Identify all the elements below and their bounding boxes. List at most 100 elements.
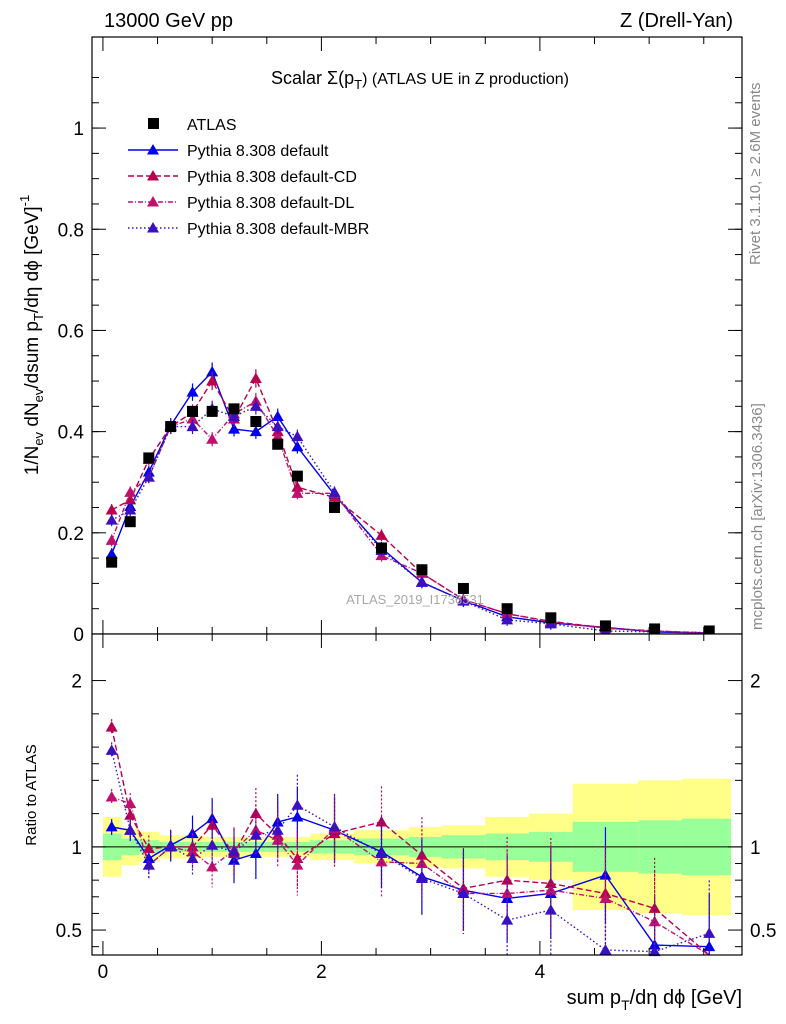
ratio-point-cd [544,877,557,888]
ratio-point-dl [124,797,137,809]
data-point-atlas [416,564,428,576]
mcplots-reference-label: mcplots.cern.ch [arXiv:1306.3436] [749,403,766,630]
data-point-mbr [124,504,137,515]
ratio-y-axis: 0.5 0.5 1 1 2 2 [56,672,776,948]
data-point-atlas [375,542,387,554]
ratio-point-mbr [142,859,155,870]
ratio-point-cd [105,721,118,732]
data-point-dl [291,487,304,498]
main-y-axis: 0 0.2 0.4 0.6 0.8 1 [58,37,742,646]
x-tick-label: 4 [535,962,546,983]
ratio-y-tick-label-right: 2 [750,672,761,693]
legend-label-cd: Pythia 8.308 default-CD [187,169,357,186]
ratio-y-axis-label: Ratio to ATLAS [23,744,40,845]
ratio-point-dl [599,892,612,903]
data-point-dl [186,412,199,424]
data-point-cd [206,375,219,386]
ratio-y-tick-label-right: 0.5 [750,921,776,942]
data-point-mbr [291,430,304,442]
ratio-plot-panel: 0.5 0.5 1 1 2 2 0 2 4 Ratio to ATLAS sum pT/dη … [23,633,776,1013]
data-point-mbr [228,410,241,421]
legend-marker-dl [147,196,159,207]
data-point-atlas [329,502,341,514]
data-point-atlas [143,452,155,464]
data-point-mbr [249,400,262,411]
ratio-point-dl [375,855,388,867]
data-point-atlas [187,405,199,417]
data-point-default [271,410,284,421]
ratio-point-default [186,827,199,839]
ratio-point-dl [415,857,428,869]
ratio-point-mbr [164,840,177,852]
data-point-dl [206,433,219,444]
data-point-cd [105,504,118,515]
ratio-point-mbr [186,852,199,864]
data-point-mbr [271,420,284,432]
data-point-mbr [501,613,514,625]
ratio-point-dl [501,887,514,898]
y-tick-label: 0.8 [58,220,84,241]
legend-marker-atlas [148,118,159,129]
data-point-cd [291,481,304,492]
ratio-plot-frame [91,633,743,956]
x-tick-label: 2 [316,962,327,983]
data-point-atlas [272,438,284,450]
ratio-point-mbr [375,847,388,859]
analysis-watermark: ATLAS_2019_I1736531 [346,592,484,607]
data-point-atlas [457,582,469,594]
ratio-point-dl [186,845,199,857]
ratio-point-mbr [291,799,304,810]
y-tick-label: 0.6 [58,321,84,342]
data-point-mbr [105,514,118,525]
data-point-dl [124,486,137,497]
ratio-point-mbr [105,744,118,755]
ratio-point-dl [206,860,219,872]
data-point-atlas [106,556,118,568]
ratio-point-mbr [648,945,661,957]
y-tick-label: 0 [73,625,84,646]
data-point-default [105,548,118,559]
legend-label-mbr: Pythia 8.308 default-MBR [187,221,369,238]
data-point-cd [375,529,388,540]
data-point-mbr [328,486,341,497]
ratio-y-tick-label: 1 [71,838,82,859]
legend-marker-cd [147,170,159,181]
main-plot-area [92,37,742,634]
ratio-point-mbr [415,872,428,883]
ratio-plot-content [92,719,742,957]
ratio-point-dl [648,915,661,927]
ratio-point-dl [105,790,118,802]
plot-title: Scalar Σ(pT) (ATLAS UE in Z production) [271,68,569,92]
data-point-default [206,365,219,377]
legend-marker-mbr [147,222,159,233]
y-tick-label: 0.4 [58,423,85,444]
data-point-default [186,386,199,397]
ratio-point-mbr [544,904,557,915]
data-point-atlas [649,623,661,635]
ratio-point-cd [375,815,388,827]
ratio-point-cd [206,819,219,830]
main-y-axis-label: 1/Nev dNev/dsum pT/dη dϕ [GeV]-1 [17,195,46,476]
main-plot-panel: 0 0.2 0.4 0.6 0.8 1 Scalar Σ(pT) (ATLAS UE in… [17,36,743,646]
ratio-point-mbr [328,820,341,832]
y-tick-label: 0.2 [58,524,84,545]
ratio-point-dl [291,859,304,870]
data-point-mbr [186,420,199,432]
ratio-point-mbr [124,824,137,835]
data-point-atlas [703,625,715,637]
data-point-atlas [228,403,240,415]
ratio-point-default [105,820,118,832]
x-axis: 0 2 4 [98,634,705,983]
ratio-point-mbr [457,887,470,898]
data-point-default [291,440,304,452]
ratio-point-mbr [703,927,716,938]
legend-label-atlas: ATLAS [187,117,237,134]
data-point-mbr [142,471,155,482]
data-point-dl [271,430,284,442]
data-point-atlas [250,416,262,428]
legend-label-dl: Pythia 8.308 default-DL [187,195,354,212]
data-point-mbr [415,575,428,587]
data-point-atlas [124,516,136,528]
header-right-label: Z (Drell-Yan) [620,10,733,32]
